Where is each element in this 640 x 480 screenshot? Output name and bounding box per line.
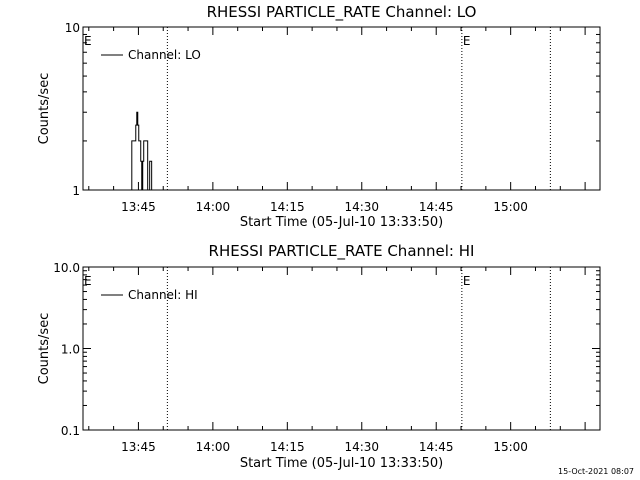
chart2-y-axis-label: Counts/sec [37,313,52,385]
chart1-event-marker: E [84,34,92,48]
chart2-x-tick-label: 13:45 [121,440,156,454]
chart2-y-tick-label: 10.0 [53,261,80,275]
chart1-series-line [131,111,159,191]
chart2-x-tick-label: 14:00 [196,440,231,454]
chart1-x-tick-label: 15:00 [493,200,528,214]
chart2-x-tick-label: 14:45 [419,440,454,454]
chart2-x-tick-label: 14:15 [270,440,305,454]
chart2-title: RHESSI PARTICLE_RATE Channel: HI [209,242,475,261]
chart2-y-tick-label: 0.1 [61,424,80,438]
chart1-y-tick-label: 1 [72,184,80,198]
chart2-x-tick-label: 15:00 [493,440,528,454]
chart1-legend-label: Channel: LO [128,48,201,62]
chart1-plot-frame [82,26,601,191]
chart1-x-tick-label: 14:00 [196,200,231,214]
chart2-legend-label: Channel: HI [128,288,198,302]
chart2-event-marker: E [463,274,471,288]
chart1-x-tick-label: 14:30 [344,200,379,214]
footer-timestamp: 15-Oct-2021 08:07 [558,467,634,476]
chart2-x-tick-label: 14:30 [344,440,379,454]
chart1-title: RHESSI PARTICLE_RATE Channel: LO [207,3,477,22]
chart1-y-tick-label: 10 [65,21,80,35]
chart2-event-marker: E [84,274,92,288]
chart1-x-tick-label: 14:45 [419,200,454,214]
chart1-y-axis-label: Counts/sec [37,73,52,145]
chart2-x-axis-label: Start Time (05-Jul-10 13:33:50) [240,456,443,471]
chart1-x-tick-label: 13:45 [121,200,156,214]
chart2-y-tick-label: 1.0 [61,343,80,357]
chart1-x-tick-label: 14:15 [270,200,305,214]
chart1-x-axis-label: Start Time (05-Jul-10 13:33:50) [240,215,443,230]
chart1-event-marker: E [463,34,471,48]
